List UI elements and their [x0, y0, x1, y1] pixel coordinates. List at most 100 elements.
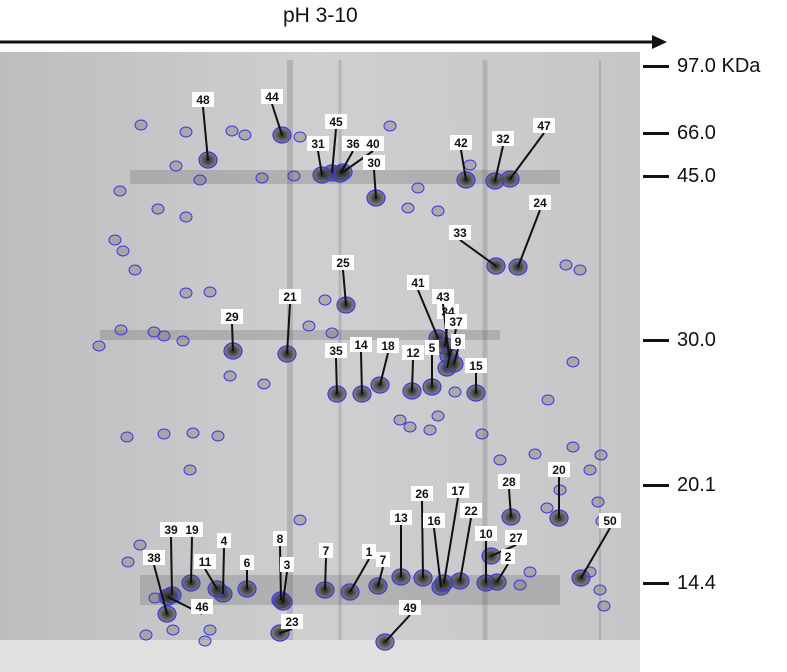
spot-label: 5	[429, 341, 436, 355]
spot-label-box	[450, 135, 472, 150]
spot-leader-line	[331, 128, 337, 174]
spot-leader-line	[342, 150, 374, 173]
spot-leader-line	[360, 351, 363, 395]
protein-spot-outline	[448, 386, 462, 398]
spot-leader-line	[421, 500, 424, 579]
protein-spot-outline	[151, 203, 165, 215]
marker-label: 45.0	[677, 165, 716, 187]
protein-spot-outline	[166, 624, 180, 636]
spot-label-box	[194, 554, 216, 569]
protein-spot-outline	[528, 448, 542, 460]
protein-spot-outline	[593, 584, 607, 596]
spot-label-box	[399, 600, 421, 615]
spot-label: 30	[367, 156, 381, 170]
protein-spot-outline	[108, 234, 122, 246]
protein-spot-outline	[183, 464, 197, 476]
spot-label: 42	[454, 136, 468, 150]
spot-label-box	[319, 543, 333, 558]
protein-spot-outline	[475, 428, 489, 440]
spot-label-box	[240, 555, 254, 570]
spot-label-box	[533, 118, 555, 133]
spot-label: 15	[469, 359, 483, 373]
spot-leader-line	[190, 536, 193, 584]
marker-label: 20.1	[677, 474, 716, 496]
spot-leader-line	[339, 150, 354, 175]
spot-label-box	[261, 89, 283, 104]
spot-label: 2	[505, 550, 512, 564]
spot-label-box	[529, 195, 551, 210]
spot-label-box	[407, 275, 429, 290]
protein-spot-outline	[431, 205, 445, 217]
spot-label-box	[279, 289, 301, 304]
spot-label-box	[273, 531, 287, 546]
spot-leader-line	[202, 106, 209, 161]
spot-label: 14	[354, 338, 368, 352]
spot-label: 40	[366, 137, 380, 151]
marker-label: 30.0	[677, 329, 716, 351]
protein-spot-outline	[293, 131, 307, 143]
spot-leader-line	[373, 169, 377, 199]
spot-label-box	[325, 114, 347, 129]
spot-label-box	[376, 552, 390, 567]
protein-spot-outline	[403, 421, 417, 433]
protein-spot-outline	[128, 264, 142, 276]
spot-label: 11	[199, 555, 212, 569]
protein-spot-outline	[203, 624, 217, 636]
protein-spot-outline	[193, 174, 207, 186]
spot-leader-line	[459, 517, 472, 582]
spot-label-box	[505, 530, 527, 545]
spot-label-box	[325, 343, 347, 358]
spot-label: 19	[185, 523, 199, 537]
spot-label-box	[423, 513, 445, 528]
protein-spot-outline	[203, 286, 217, 298]
spot-label: 4	[221, 534, 228, 548]
spot-label: 32	[496, 132, 510, 146]
spot-label: 27	[509, 531, 523, 545]
spot-label: 26	[415, 487, 429, 501]
protein-spot-outline	[92, 340, 106, 352]
protein-spot-outline	[591, 496, 605, 508]
spot-leader-line	[433, 527, 442, 588]
spot-label-box	[362, 544, 376, 559]
protein-spot-outline	[573, 264, 587, 276]
spot-label-box	[599, 513, 621, 528]
spot-label: 23	[285, 615, 299, 629]
spot-leader-line	[417, 289, 439, 339]
marker-tick	[643, 132, 669, 135]
spot-leader-line	[324, 557, 327, 591]
spot-leader-line	[317, 150, 323, 176]
spot-label: 17	[451, 484, 465, 498]
spot-label-box	[281, 614, 303, 629]
spot-label: 48	[196, 93, 210, 107]
spot-label-box	[191, 599, 213, 614]
spot-label: 36	[346, 137, 360, 151]
protein-spot-outline	[566, 441, 580, 453]
protein-spot-outline	[257, 378, 271, 390]
spot-leader-line	[443, 497, 459, 584]
spot-label: 37	[449, 315, 463, 329]
spot-leader-line	[379, 352, 389, 386]
spot-leader-line	[231, 323, 234, 352]
spot-leader-line	[460, 149, 467, 181]
spot-label-box	[445, 314, 467, 329]
spot-leader-line	[517, 209, 541, 268]
spot-label: 29	[225, 310, 239, 324]
ph-axis-arrow	[0, 35, 667, 49]
protein-spot-outline	[541, 394, 555, 406]
marker-tick	[643, 175, 669, 178]
protein-spot-outline	[559, 259, 573, 271]
spot-label: 1	[366, 545, 373, 559]
spot-label: 50	[603, 514, 617, 528]
spot-leader-line	[580, 527, 611, 579]
spot-label-box	[460, 503, 482, 518]
spot-label: 8	[277, 532, 284, 546]
spot-leader-line	[286, 303, 291, 355]
spot-label: 20	[552, 463, 566, 477]
protein-spot-outline	[513, 579, 527, 591]
spot-label: 47	[537, 119, 551, 133]
protein-spot-outline	[157, 330, 171, 342]
spot-label: 44	[265, 90, 279, 104]
protein-spot-outline	[318, 294, 332, 306]
spot-label-box	[160, 522, 182, 537]
